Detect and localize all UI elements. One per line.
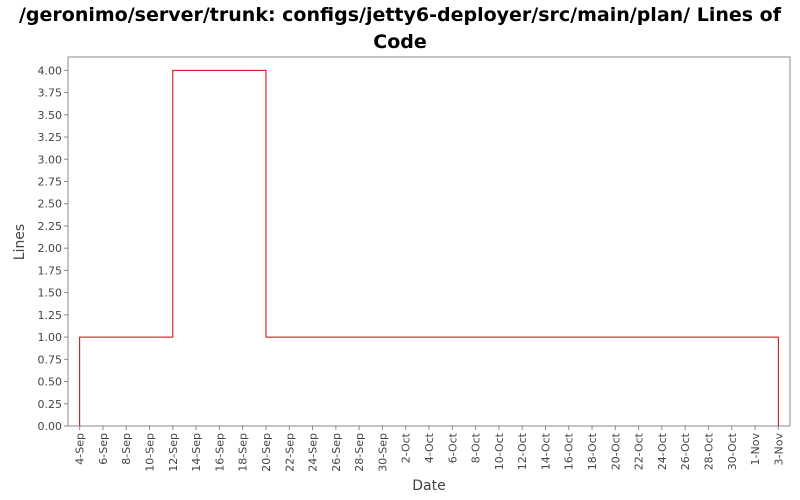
y-tick-label: 2.00: [38, 242, 63, 255]
x-tick-label: 14-Oct: [539, 432, 552, 470]
x-axis: 4-Sep 6-Sep 8-Sep 10-Sep 12-Sep 14-Sep 16-Sep 1…: [74, 426, 785, 472]
x-tick-label: 30-Sep: [376, 433, 389, 472]
y-tick-label: 1.75: [38, 264, 63, 277]
x-tick-label: 30-Oct: [726, 432, 739, 470]
x-tick-label: 3-Nov: [772, 433, 785, 466]
x-tick-label: 28-Oct: [702, 432, 715, 470]
chart-title: /geronimo/server/trunk: configs/jetty6-d…: [18, 4, 781, 53]
x-tick-label: 18-Oct: [586, 432, 599, 470]
series-line: [79, 69, 779, 426]
x-tick-label: 16-Oct: [563, 432, 576, 470]
x-tick-label: 26-Oct: [679, 432, 692, 470]
y-axis: 0.00 0.25 0.50 0.75 1.00 1.25 1.50 1.75 2.00 2.25…: [38, 64, 68, 433]
x-tick-label: 24-Sep: [307, 433, 320, 472]
y-tick-label: 0.50: [38, 376, 63, 389]
x-tick-label: 6-Oct: [446, 432, 459, 463]
y-tick-label: 3.25: [38, 131, 63, 144]
y-tick-label: 2.50: [38, 198, 63, 211]
y-tick-label: 4.00: [38, 64, 63, 77]
x-tick-label: 6-Sep: [97, 433, 110, 465]
x-tick-label: 22-Sep: [283, 433, 296, 472]
x-tick-label: 26-Sep: [330, 433, 343, 472]
x-tick-label: 12-Oct: [516, 432, 529, 470]
series-layer: [79, 69, 779, 426]
x-tick-label: 1-Nov: [749, 433, 762, 466]
x-axis-label: Date: [412, 478, 445, 494]
y-tick-label: 3.00: [38, 153, 63, 166]
y-tick-label: 0.75: [38, 353, 63, 366]
plot-area: [67, 56, 791, 427]
y-tick-label: 3.50: [38, 109, 63, 122]
y-axis-label: Lines: [12, 224, 28, 260]
y-tick-label: 3.75: [38, 87, 63, 100]
x-tick-label: 12-Sep: [167, 433, 180, 472]
x-tick-label: 20-Oct: [609, 432, 622, 470]
x-tick-label: 8-Oct: [470, 432, 483, 463]
x-tick-label: 10-Sep: [144, 433, 157, 472]
y-tick-label: 1.00: [38, 331, 63, 344]
x-tick-label: 10-Oct: [493, 432, 506, 470]
x-tick-label: 14-Sep: [190, 433, 203, 472]
x-tick-label: 4-Sep: [74, 433, 87, 465]
x-tick-label: 8-Sep: [120, 433, 133, 465]
y-tick-label: 0.00: [38, 420, 63, 433]
x-tick-label: 24-Oct: [656, 432, 669, 470]
y-tick-label: 2.25: [38, 220, 63, 233]
y-tick-label: 2.75: [38, 175, 63, 188]
x-tick-label: 4-Oct: [423, 432, 436, 463]
x-tick-label: 18-Sep: [237, 433, 250, 472]
y-tick-label: 0.25: [38, 398, 63, 411]
y-tick-label: 1.25: [38, 309, 63, 322]
y-tick-label: 1.50: [38, 287, 63, 300]
x-tick-label: 16-Sep: [213, 433, 226, 472]
x-tick-label: 28-Sep: [353, 433, 366, 472]
x-tick-label: 2-Oct: [400, 432, 413, 463]
x-tick-label: 22-Oct: [633, 432, 646, 470]
x-tick-label: 20-Sep: [260, 433, 273, 472]
